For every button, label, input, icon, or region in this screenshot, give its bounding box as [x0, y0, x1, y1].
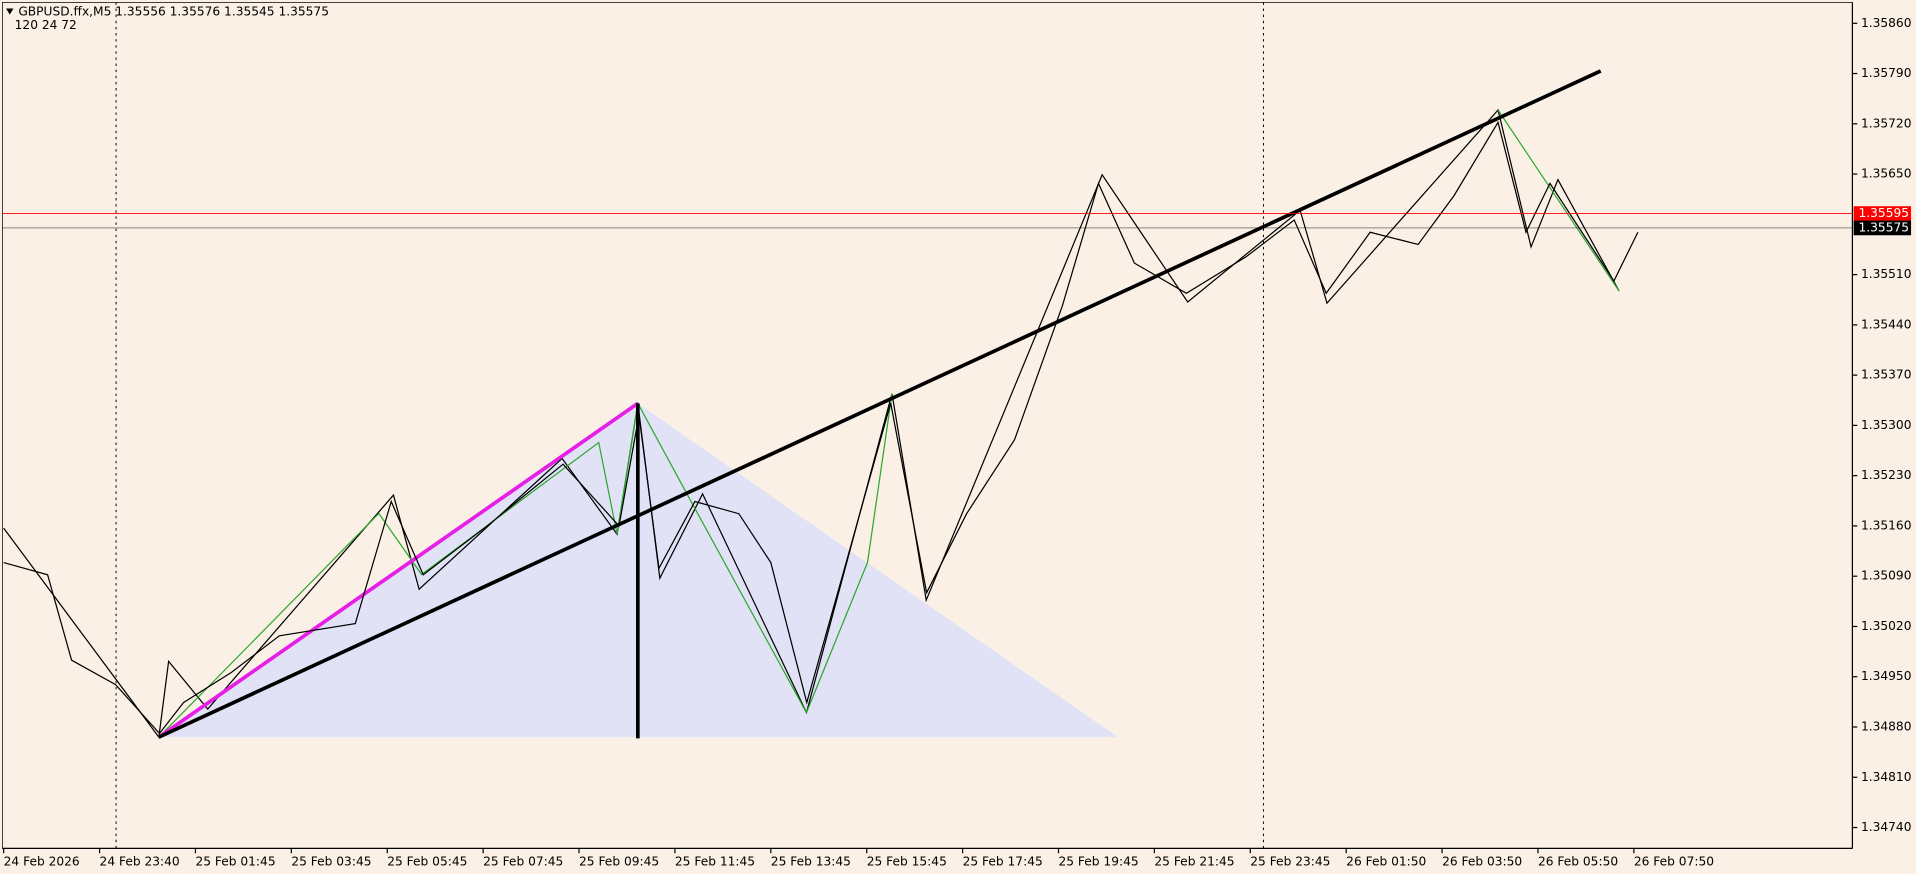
y-tick-label: 1.34740 — [1861, 820, 1912, 834]
x-tick-label: 25 Feb 15:45 — [867, 854, 947, 868]
x-tick-label: 25 Feb 13:45 — [771, 854, 851, 868]
y-tick-label: 1.34810 — [1861, 770, 1912, 784]
y-tick-label: 1.35510 — [1861, 267, 1912, 281]
price-level-box — [1853, 220, 1912, 236]
price-level-box — [1853, 206, 1912, 221]
x-tick-label: 25 Feb 11:45 — [675, 854, 755, 868]
y-tick-label: 1.35720 — [1861, 116, 1912, 130]
x-tick-label: 25 Feb 19:45 — [1059, 854, 1139, 868]
y-tick-label: 1.35230 — [1861, 468, 1912, 482]
price-level-label: 1.35575 — [1859, 220, 1910, 234]
x-tick-label: 26 Feb 05:50 — [1538, 854, 1618, 868]
x-tick-label: 25 Feb 01:45 — [195, 854, 275, 868]
symbol-header: GBPUSD.ffx,M5 1.35556 1.35576 1.35545 1.… — [18, 5, 329, 19]
indicator-params: 120 24 72 — [15, 18, 77, 32]
x-tick-label: 25 Feb 21:45 — [1154, 854, 1234, 868]
price-line — [3, 120, 1639, 735]
x-tick-label: 25 Feb 17:45 — [963, 854, 1043, 868]
x-tick-label: 26 Feb 01:50 — [1346, 854, 1426, 868]
x-tick-label: 26 Feb 07:50 — [1634, 854, 1714, 868]
price-level-label: 1.35595 — [1859, 206, 1910, 220]
x-tick-label: 25 Feb 03:45 — [291, 854, 371, 868]
y-tick-label: 1.35300 — [1861, 418, 1912, 432]
trendline — [158, 69, 1602, 739]
y-tick-label: 1.34950 — [1861, 669, 1912, 683]
y-tick-label: 1.35860 — [1861, 16, 1912, 30]
zigzag-green — [1497, 109, 1620, 292]
zigzag — [3, 108, 1620, 739]
x-tick-label: 25 Feb 07:45 — [483, 854, 563, 868]
x-tick-label: 25 Feb 23:45 — [1250, 854, 1330, 868]
x-tick-label: 25 Feb 05:45 — [387, 854, 467, 868]
y-tick-label: 1.35160 — [1861, 518, 1912, 532]
pattern-leg — [157, 401, 639, 739]
y-tick-label: 1.35790 — [1861, 66, 1912, 80]
y-tick-label: 1.35090 — [1861, 569, 1912, 583]
x-tick-label: 25 Feb 09:45 — [579, 854, 659, 868]
y-tick-label: 1.35650 — [1861, 167, 1912, 181]
x-tick-label: 26 Feb 03:50 — [1442, 854, 1522, 868]
y-tick-label: 1.35440 — [1861, 317, 1912, 331]
zigzag-green — [158, 393, 893, 738]
y-tick-label: 1.34880 — [1861, 719, 1912, 733]
x-tick-label: 24 Feb 2026 — [4, 854, 80, 868]
y-tick-label: 1.35370 — [1861, 368, 1912, 382]
y-tick-label: 1.35020 — [1861, 619, 1912, 633]
x-tick-label: 24 Feb 23:40 — [100, 854, 180, 868]
symbol-icon — [6, 8, 14, 15]
